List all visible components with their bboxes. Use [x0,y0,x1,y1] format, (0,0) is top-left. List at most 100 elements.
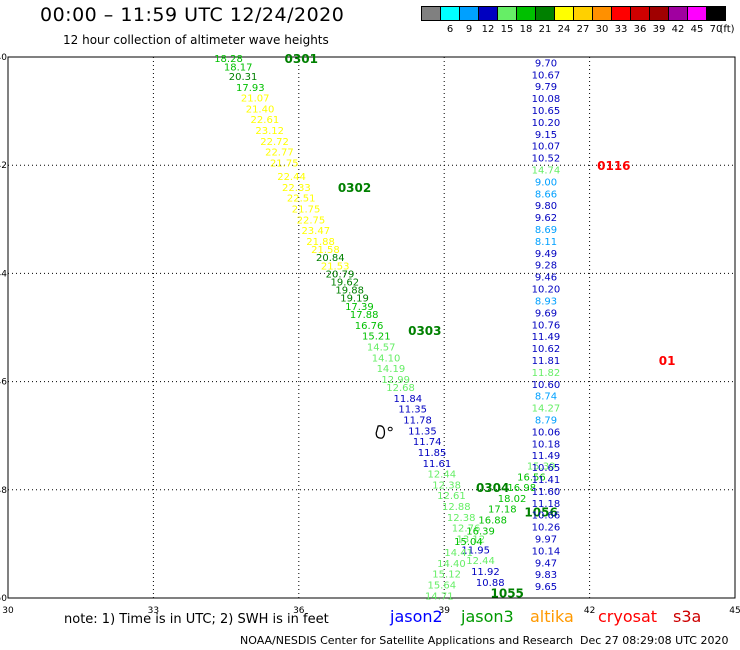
wave-height-label: 9.62 [535,213,557,224]
pass-id-label: 0301 [285,52,318,66]
wave-height-label: 20.31 [229,72,258,83]
lat-tick-label: -46 [0,378,7,388]
wave-height-label: 10.67 [532,70,561,81]
wave-height-label: 12.88 [442,502,471,513]
legend-label: 24 [557,24,571,35]
wave-height-label: 10.65 [532,463,561,474]
wave-height-label: 9.15 [535,130,557,141]
credit-text: NOAA/NESDIS Center for Satellite Applica… [240,634,574,647]
wave-height-label: 23.12 [255,126,284,137]
wave-height-label: 21.07 [241,94,270,105]
wave-height-label: 11.92 [471,567,500,578]
wave-height-label: 15.21 [362,332,391,343]
pass-id-label: 0116 [597,159,630,173]
wave-height-label: 10.20 [532,118,561,129]
pass-id-label: 1055 [491,587,524,601]
wave-height-label: 10.20 [532,285,561,296]
wave-height-label: 9.49 [535,249,557,260]
wave-height-label: 10.76 [532,320,561,331]
legend-label: 9 [465,24,473,35]
wave-height-label: 12.38 [447,513,476,524]
wave-height-label: 11.49 [532,451,561,462]
island-outline [387,426,393,432]
wave-height-label: 22.33 [282,183,311,194]
pass-id-label: 0303 [408,324,441,338]
wave-height-label: 10.65 [532,106,561,117]
wave-height-label: 9.97 [535,534,557,545]
wave-height-label: 9.83 [535,570,557,581]
wave-height-label: 19.62 [331,278,360,289]
timestamp-text: Dec 27 08:29:08 UTC 2020 [580,634,729,647]
lon-tick-label: 33 [148,606,159,616]
wave-height-label: 13.12 [457,534,486,545]
lat-tick-label: -40 [0,53,7,63]
wave-height-label: 11.41 [532,475,561,486]
wave-height-label: 8.66 [535,189,557,200]
wave-height-label: 23.47 [301,226,330,237]
wave-height-label: 8.79 [535,415,557,426]
wave-height-label: 10.62 [532,344,561,355]
lon-tick-label: 39 [438,606,450,616]
wave-height-label: 11.78 [403,415,432,426]
wave-height-label: 17.18 [488,505,517,516]
wave-height-label: 21.75 [270,158,299,169]
wave-height-label: 14.41 [444,548,473,559]
wave-height-label: 20.79 [326,269,355,280]
island-outline [375,425,386,439]
wave-height-label: 12.44 [427,470,456,481]
wave-height-label: 22.75 [297,215,326,226]
sat-label-cryosat: cryosat [598,607,658,626]
wave-height-label: 18.28 [214,54,243,65]
wave-height-label: 14.27 [532,404,561,415]
legend-label: 30 [595,24,609,35]
wave-height-label: 8.69 [535,225,557,236]
wave-height-label: 12.99 [381,375,410,386]
wave-height-label: 22.61 [251,115,280,126]
lat-tick-label: -50 [0,594,7,604]
wave-height-label: 12.61 [437,491,466,502]
lon-tick-label: 36 [293,606,305,616]
legend-label: 15 [500,24,514,35]
wave-height-label: 11.81 [532,356,561,367]
wave-height-label: 22.44 [277,172,306,183]
wave-height-label: 9.80 [535,201,557,212]
legend-label: 18 [519,24,533,35]
wave-height-label: 17.93 [236,83,265,94]
wave-height-label: 9.47 [535,558,557,569]
lat-tick-label: -42 [0,161,7,171]
sat-label-jason2: jason2 [390,607,443,626]
legend-unit: (ft) [719,24,735,35]
wave-height-label: 9.69 [535,308,557,319]
legend-label: 6 [446,24,454,35]
wave-height-label: 8.93 [535,296,557,307]
wave-height-label: 16.56 [517,472,546,483]
wave-height-label: 16.88 [478,516,507,527]
wave-height-label: 10.14 [532,546,561,557]
wave-height-label: 12.68 [386,383,415,394]
wave-height-label: 11.35 [398,405,427,416]
wave-height-label: 9.70 [535,58,557,69]
wave-height-label: 16.39 [466,526,495,537]
color-legend: 6 9 12 15 18 21 24 27 30 33 36 39 42 45 70 (ft) [421,6,735,36]
wave-height-label: 21.53 [321,261,350,272]
legend-swatch [706,6,726,21]
wave-height-label: 10.66 [532,511,561,522]
wave-height-label: 17.88 [350,310,379,321]
wave-height-label: 15.12 [432,570,461,581]
wave-height-label: 14.57 [367,342,396,353]
wave-height-label: 20.84 [316,253,345,264]
wave-height-label: 19.19 [340,294,369,305]
wave-height-label: 18.02 [498,494,527,505]
wave-height-label: 14.74 [532,166,561,177]
wave-height-label: 11.49 [532,332,561,343]
wave-height-label: 10.07 [532,142,561,153]
sat-label-altika: altika [530,607,574,626]
wave-height-label: 8.11 [535,237,557,248]
wave-height-label: 14.71 [425,591,454,602]
sat-label-jason3: jason3 [461,607,514,626]
wave-height-label: 8.74 [535,392,557,403]
wave-height-label: 11.84 [394,394,423,405]
wave-height-label: 15.04 [454,537,483,548]
wave-height-label: 17.39 [345,302,374,313]
lon-tick-label: 42 [584,606,595,616]
